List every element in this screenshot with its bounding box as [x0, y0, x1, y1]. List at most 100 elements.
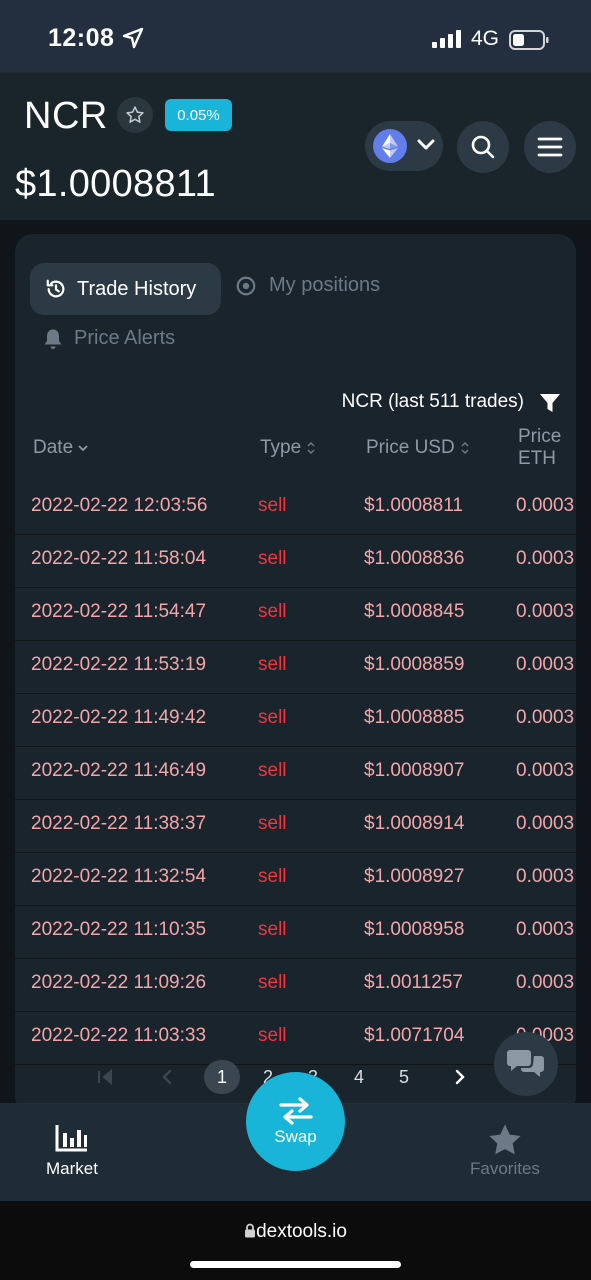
trade-price-usd: $1.0008836 [364, 548, 465, 569]
trade-price-usd: $1.0008845 [364, 601, 465, 622]
trade-date: 2022-02-22 11:54:47 [31, 601, 207, 622]
previous-page-icon[interactable] [149, 1060, 185, 1094]
nav-favorites-label: Favorites [470, 1159, 540, 1178]
token-symbol: NCR [24, 95, 108, 137]
swap-arrows-icon [278, 1096, 313, 1125]
url-field[interactable]: dextools.io [0, 1221, 591, 1243]
table-row[interactable]: 2022-02-22 11:03:33 sell $1.0071704 0.0003 [15, 1012, 576, 1065]
home-indicator[interactable] [190, 1261, 401, 1268]
trade-price-eth: 0.0003 [516, 548, 575, 569]
nav-market-label: Market [46, 1159, 98, 1178]
trades-card: Trade History My positions Price Alerts … [15, 234, 576, 1114]
trade-price-usd: $1.0008927 [364, 866, 465, 887]
token-header: NCR 0.05% $1.0008811 [0, 72, 591, 220]
trade-price-eth: 0.0003 [516, 707, 575, 728]
trade-date: 2022-02-22 11:49:42 [31, 707, 207, 728]
trade-price-eth: 0.0003 [516, 813, 575, 834]
browser-url-bar: dextools.io [0, 1201, 591, 1280]
status-bar: 12:08 4G [0, 0, 591, 72]
swap-button[interactable]: Swap [246, 1072, 345, 1171]
trade-type: sell [258, 919, 287, 940]
page-1[interactable]: 1 [204, 1060, 240, 1094]
table-row[interactable]: 2022-02-22 11:53:19 sell $1.0008859 0.0003 [15, 641, 576, 694]
trade-date: 2022-02-22 11:53:19 [31, 654, 207, 675]
trade-type: sell [258, 707, 287, 728]
chevron-down-icon [417, 139, 435, 150]
chat-bubbles-icon [507, 1050, 544, 1077]
trade-price-usd: $1.0008859 [364, 654, 465, 675]
filter-icon[interactable] [539, 392, 561, 414]
chain-selector[interactable] [365, 121, 443, 171]
page-2[interactable]: 2 [262, 1066, 273, 1087]
tab-trade-history-label: Trade History [77, 277, 197, 300]
trade-price-usd: $1.0008811 [364, 495, 463, 516]
column-price-eth[interactable]: Price ETH [518, 426, 576, 469]
column-price-eth-label: Price ETH [518, 426, 562, 469]
trade-date: 2022-02-22 11:03:33 [31, 1025, 207, 1046]
pagination: 1 2 3 4 5 [15, 1060, 576, 1100]
nav-market[interactable]: Market [46, 1123, 98, 1179]
trade-type: sell [258, 548, 287, 569]
table-row[interactable]: 2022-02-22 11:38:37 sell $1.0008914 0.0003 [15, 800, 576, 853]
table-row[interactable]: 2022-02-22 11:46:49 sell $1.0008907 0.0003 [15, 747, 576, 800]
table-header: Date Type Price USD Price ETH [15, 426, 576, 482]
table-row[interactable]: 2022-02-22 12:03:56 sell $1.0008811 0.0003 [15, 482, 576, 535]
table-row[interactable]: 2022-02-22 11:49:42 sell $1.0008885 0.0003 [15, 694, 576, 747]
menu-button[interactable] [524, 121, 576, 173]
star-icon [489, 1124, 521, 1155]
network-type: 4G [471, 27, 500, 50]
next-page-icon[interactable] [442, 1060, 478, 1094]
tab-trade-history[interactable]: Trade History [30, 263, 221, 315]
hamburger-menu-icon [537, 137, 563, 157]
page-4[interactable]: 4 [353, 1066, 364, 1087]
trade-price-usd: $1.0008958 [364, 919, 465, 940]
battery-icon [509, 30, 549, 50]
trade-date: 2022-02-22 11:38:37 [31, 813, 207, 834]
lock-icon [245, 1223, 256, 1238]
column-date[interactable]: Date [33, 430, 89, 466]
token-price: $1.0008811 [15, 163, 216, 205]
chat-button[interactable] [494, 1032, 558, 1096]
column-price-usd[interactable]: Price USD [366, 430, 470, 466]
search-icon [471, 135, 495, 159]
table-row[interactable]: 2022-02-22 11:09:26 sell $1.0011257 0.0003 [15, 959, 576, 1012]
trade-price-eth: 0.0003 [516, 760, 575, 781]
location-arrow-icon [122, 27, 144, 49]
table-row[interactable]: 2022-02-22 11:58:04 sell $1.0008836 0.0003 [15, 535, 576, 588]
tab-my-positions[interactable]: My positions [235, 274, 380, 297]
trade-type: sell [258, 495, 287, 516]
price-change-badge: 0.05% [165, 99, 232, 131]
trade-price-eth: 0.0003 [516, 495, 575, 516]
favorite-button[interactable] [117, 97, 153, 133]
trade-type: sell [258, 866, 287, 887]
tab-price-alerts[interactable]: Price Alerts [43, 327, 175, 350]
trade-price-usd: $1.0071704 [364, 1025, 465, 1046]
trade-type: sell [258, 813, 287, 834]
table-row[interactable]: 2022-02-22 11:54:47 sell $1.0008845 0.0003 [15, 588, 576, 641]
trade-date: 2022-02-22 11:32:54 [31, 866, 207, 887]
first-page-icon[interactable] [87, 1060, 123, 1094]
page-5[interactable]: 5 [398, 1066, 409, 1087]
trade-price-usd: $1.0008907 [364, 760, 465, 781]
history-icon [46, 279, 65, 298]
column-type[interactable]: Type [260, 430, 316, 466]
trade-price-eth: 0.0003 [516, 654, 575, 675]
trade-price-eth: 0.0003 [516, 919, 575, 940]
nav-favorites[interactable]: Favorites [470, 1123, 540, 1179]
trade-price-usd: $1.0011257 [364, 972, 463, 993]
table-row[interactable]: 2022-02-22 11:10:35 sell $1.0008958 0.0003 [15, 906, 576, 959]
trade-type: sell [258, 654, 287, 675]
trade-date: 2022-02-22 11:10:35 [31, 919, 207, 940]
trade-price-eth: 0.0003 [516, 972, 575, 993]
table-row[interactable]: 2022-02-22 11:32:54 sell $1.0008927 0.0003 [15, 853, 576, 906]
trades-table-body: 2022-02-22 12:03:56 sell $1.0008811 0.0003 2… [15, 482, 576, 1065]
search-button[interactable] [457, 121, 509, 173]
trade-date: 2022-02-22 11:58:04 [31, 548, 207, 569]
tab-my-positions-label: My positions [269, 274, 381, 296]
trade-type: sell [258, 601, 287, 622]
target-icon [236, 276, 256, 295]
tab-price-alerts-label: Price Alerts [74, 327, 176, 349]
column-date-label: Date [33, 437, 74, 458]
status-time: 12:08 [48, 24, 115, 52]
trade-date: 2022-02-22 11:46:49 [31, 760, 207, 781]
